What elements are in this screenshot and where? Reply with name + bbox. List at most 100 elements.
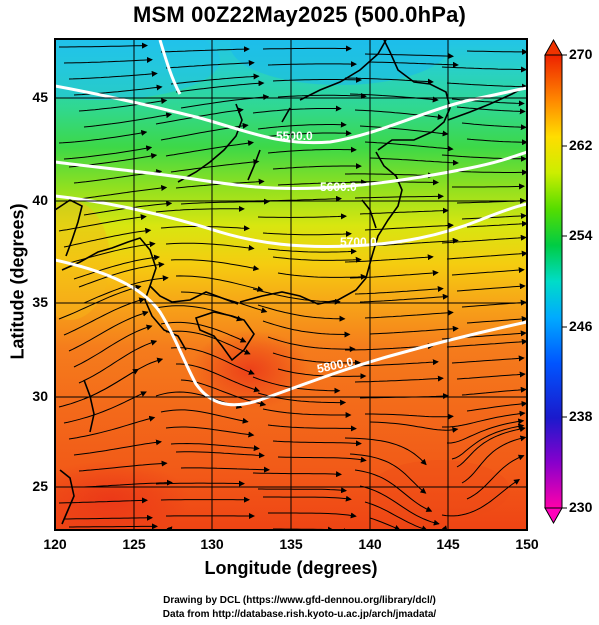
streamline (58, 497, 148, 504)
streamline (180, 198, 270, 205)
streamline (461, 386, 527, 396)
y-axis-label: Latitude (degrees) (7, 203, 28, 360)
streamline (170, 259, 260, 272)
streamline (68, 70, 158, 80)
streamline (258, 487, 347, 494)
streamline (58, 130, 148, 144)
contour-label-5500: 5500.0 (276, 129, 313, 143)
streamline (277, 456, 367, 463)
streamline (78, 185, 168, 200)
streamline (344, 254, 434, 263)
contour-label-5700: 5700.0 (340, 235, 377, 249)
streamline (176, 363, 261, 393)
streamline (267, 424, 357, 432)
streamline (272, 163, 362, 170)
streamline (466, 138, 527, 146)
colorbar-tick-label: 238 (569, 408, 593, 424)
streamline (165, 242, 255, 251)
streamline (78, 261, 165, 288)
streamline (369, 517, 401, 530)
streamline (63, 297, 146, 336)
streamline (456, 106, 526, 115)
streamline (165, 330, 251, 355)
colorbar-tick-label: 246 (569, 318, 593, 334)
streamline (461, 435, 527, 484)
streamline (262, 45, 352, 52)
streamline (58, 214, 147, 232)
streamline (442, 410, 526, 428)
streamline (170, 159, 260, 173)
streamline (58, 284, 142, 320)
streamline (364, 309, 454, 319)
streamline (456, 371, 526, 380)
streamline (344, 437, 427, 466)
streamline (446, 169, 527, 176)
streamline (344, 77, 434, 85)
streamline (451, 423, 525, 460)
x-axis-label: Longitude (degrees) (204, 558, 378, 578)
streamline (252, 471, 342, 478)
colorbar-tick-label: 270 (569, 46, 593, 62)
x-tick-label: 140 (358, 536, 382, 552)
streamline (345, 172, 434, 179)
streamline (267, 61, 357, 68)
streamline (369, 237, 459, 247)
plot-frame (54, 38, 528, 531)
streamline (267, 146, 357, 154)
streamline (466, 315, 527, 324)
streamline (369, 157, 459, 166)
streamline (63, 145, 153, 160)
streamline (446, 82, 527, 90)
streamline (68, 241, 156, 264)
y-tick-label: 30 (32, 388, 48, 404)
streamline (272, 440, 362, 447)
streamline (461, 212, 527, 220)
streamline (441, 234, 527, 244)
wind-streamlines (58, 42, 527, 530)
streamline (73, 84, 163, 96)
streamline (63, 56, 153, 64)
streamline (452, 183, 525, 190)
streamline (155, 205, 245, 213)
streamline (252, 105, 342, 114)
streamline (354, 469, 433, 512)
streamline (277, 272, 367, 280)
colorbar-min-arrow (544, 507, 563, 525)
height-contours (55, 39, 527, 407)
streamline (165, 426, 255, 438)
streamline (180, 466, 270, 473)
streamline (466, 48, 527, 55)
streamline (170, 73, 260, 85)
streamline (83, 112, 173, 128)
streamline (175, 451, 265, 459)
streamline (165, 140, 254, 157)
streamline (272, 352, 361, 366)
y-tick-label: 25 (32, 478, 48, 494)
streamline (359, 485, 440, 526)
streamline (268, 512, 357, 519)
streamline (257, 304, 346, 322)
streamline (369, 421, 459, 433)
streamline (364, 53, 454, 60)
streamline (447, 418, 525, 444)
colorbar (544, 38, 567, 525)
colorbar-tick-label: 230 (569, 499, 593, 515)
streamline (262, 408, 352, 418)
streamline (451, 267, 525, 276)
streamline (83, 275, 169, 304)
streamline (73, 324, 153, 368)
streamline (446, 250, 527, 260)
contour-label-5600: 5600.0 (320, 180, 357, 194)
streamline (369, 325, 459, 335)
streamline (349, 269, 439, 279)
streamline (58, 368, 139, 408)
streamline (78, 460, 168, 472)
credit-data: Data from http://database.rish.kyoto-u.a… (162, 609, 437, 620)
colorbar-tick-label: 254 (569, 227, 593, 243)
streamline (461, 122, 527, 131)
streamline (364, 141, 454, 152)
x-tick-label: 125 (122, 536, 146, 552)
y-tick-label: 40 (32, 192, 48, 208)
y-tick-label: 35 (32, 294, 48, 310)
